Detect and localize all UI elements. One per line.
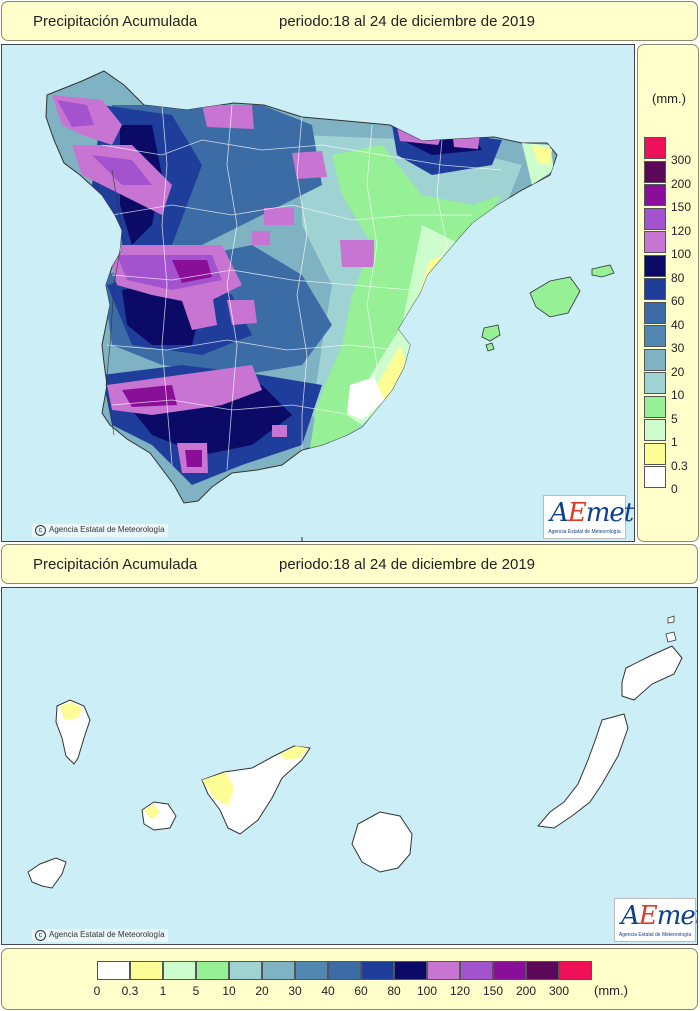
lanzarote [621, 645, 683, 701]
peninsula-period: periodo:18 al 24 de diciembre de 2019 [279, 13, 536, 30]
vertical-legend: (mm.) 300 200 150 120 100 80 60 40 30 20 10 5 1 0.3 0 [637, 44, 699, 542]
legend-label: 5 [192, 984, 200, 998]
legend-label: 0.3 [671, 458, 688, 473]
legend-swatch [644, 137, 666, 159]
legend-swatch [295, 961, 328, 980]
peninsula-title: Precipitación Acumulada [33, 13, 198, 30]
legend-label: 120 [671, 223, 692, 238]
la-graciosa [665, 631, 677, 643]
horizontal-legend: 0 0.3 1 5 10 20 30 40 60 80 100 120 150 200 300 (mm.) [1, 948, 698, 1010]
legend-swatch [644, 325, 666, 347]
precipitation-fill [52, 95, 554, 485]
canarias-aemet-logo: AEmet Agencia Estatal de Meteorología [614, 898, 697, 942]
legend-label: 1 [671, 435, 678, 449]
legend-swatch [262, 961, 295, 980]
gran-canaria [351, 811, 413, 873]
legend-swatch [644, 278, 666, 300]
legend-label: 60 [354, 984, 368, 998]
peninsula-aemet-logo: AEmet Agencia Estatal de Meteorología [543, 495, 634, 539]
canarias-period: periodo:18 al 24 de diciembre de 2019 [279, 556, 536, 573]
legend-swatch [644, 301, 666, 324]
legend-swatch [460, 961, 493, 980]
legend-label: 100 [671, 247, 692, 261]
menorca [591, 264, 615, 278]
legend-swatch [644, 466, 666, 488]
legend-label: 30 [671, 341, 685, 355]
legend-label: 200 [671, 176, 692, 191]
legend-unit: (mm.) [652, 91, 686, 106]
legend-label: 80 [671, 270, 685, 285]
legend-label: 40 [321, 984, 335, 998]
formentera [485, 342, 495, 352]
legend-label: 150 [482, 984, 504, 998]
peninsula-copyright: c Agencia Estatal de Meteorología [32, 524, 168, 537]
legend-label: 200 [515, 984, 537, 998]
la-gomera [141, 801, 177, 831]
legend-unit-horizontal: (mm.) [594, 983, 628, 998]
legend-swatch [493, 961, 526, 980]
legend-label: 20 [671, 364, 685, 379]
canarias-map-graphic [27, 615, 683, 889]
alegranza [667, 615, 675, 624]
legend-swatch [644, 348, 666, 371]
legend-swatch [361, 961, 394, 980]
legend-swatch [644, 419, 666, 441]
legend-label: 300 [548, 984, 570, 998]
peninsula-title-bar: Precipitación Acumulada periodo:18 al 24… [1, 1, 698, 41]
legend-label: 100 [416, 984, 438, 998]
canarias-title-bar: Precipitación Acumulada periodo:18 al 24… [1, 544, 698, 584]
legend-swatch [644, 207, 666, 230]
ibiza [481, 324, 501, 342]
legend-label: 1 [159, 984, 167, 998]
legend-label: 0.3 [121, 984, 139, 998]
legend-swatch [196, 961, 229, 980]
legend-label: 300 [671, 153, 692, 167]
legend-swatch [644, 184, 666, 206]
legend-swatch [427, 961, 460, 980]
legend-swatch [394, 961, 427, 980]
peninsula-map-graphic [45, 70, 615, 541]
legend-swatch [163, 961, 196, 980]
legend-label: 10 [222, 984, 236, 998]
tenerife [201, 745, 311, 835]
legend-label: 80 [387, 984, 401, 998]
legend-label: 10 [671, 388, 685, 402]
peninsula-map: c Agencia Estatal de Meteorología AEmet A… [1, 44, 635, 542]
legend-label: 5 [671, 411, 678, 426]
canarias-title: Precipitación Acumulada [33, 556, 198, 573]
legend-label: 0 [671, 482, 678, 496]
province-borders [101, 104, 503, 471]
legend-swatch [644, 160, 666, 183]
legend-swatch [644, 372, 666, 394]
legend-swatch [97, 961, 130, 980]
legend-label: 60 [671, 294, 685, 308]
legend-label: 30 [288, 984, 302, 998]
portugal-border [105, 169, 123, 436]
legend-swatch [644, 254, 666, 277]
fuerteventura [537, 713, 629, 829]
legend-swatch [644, 231, 666, 253]
copyright-icon: c [35, 525, 46, 536]
legend-label: 150 [671, 200, 692, 214]
legend-swatch [229, 961, 262, 980]
legend-swatch [130, 961, 163, 980]
legend-label: 0 [93, 984, 101, 998]
legend-swatch [328, 961, 361, 980]
mallorca [529, 276, 581, 318]
el-hierro [27, 857, 67, 889]
copyright-icon: c [35, 930, 46, 941]
legend-swatch [644, 442, 666, 465]
legend-label: 40 [671, 317, 685, 332]
legend-swatch [644, 395, 666, 418]
legend-swatch [526, 961, 559, 980]
canarias-copyright: c Agencia Estatal de Meteorología [32, 929, 168, 942]
legend-swatch [559, 961, 592, 980]
legend-label: 120 [449, 984, 471, 998]
legend-label: 20 [255, 984, 269, 998]
